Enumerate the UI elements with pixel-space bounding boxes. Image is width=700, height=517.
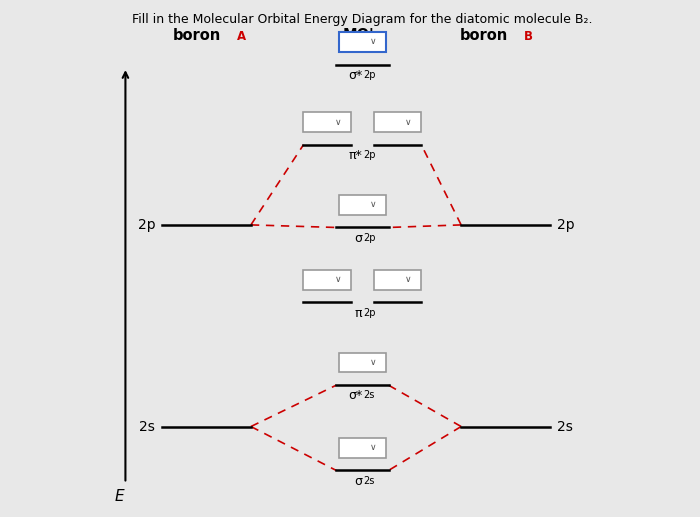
Text: boron: boron	[459, 28, 508, 43]
FancyBboxPatch shape	[374, 112, 421, 132]
Text: ∨: ∨	[405, 117, 411, 127]
Text: σ: σ	[354, 232, 363, 245]
Text: σ*: σ*	[348, 389, 363, 402]
Text: 2p: 2p	[138, 218, 155, 232]
Text: 2s: 2s	[139, 419, 155, 434]
Text: A: A	[237, 30, 246, 43]
Text: σ: σ	[354, 475, 363, 488]
Text: ∨: ∨	[370, 37, 376, 47]
Text: π: π	[355, 307, 363, 320]
Text: 2p: 2p	[364, 150, 376, 160]
Text: 2p: 2p	[364, 70, 376, 80]
FancyBboxPatch shape	[339, 353, 386, 372]
Text: 2s: 2s	[556, 419, 573, 434]
Text: 2p: 2p	[364, 233, 376, 242]
Text: σ*: σ*	[348, 69, 363, 82]
Text: 2p: 2p	[556, 218, 574, 232]
Text: ∨: ∨	[370, 200, 376, 209]
Text: π*: π*	[349, 149, 363, 162]
FancyBboxPatch shape	[339, 438, 386, 458]
FancyBboxPatch shape	[374, 270, 421, 290]
Text: E: E	[114, 489, 124, 504]
Text: ∨: ∨	[370, 443, 376, 452]
Text: 2s: 2s	[364, 476, 375, 485]
FancyBboxPatch shape	[304, 270, 351, 290]
Text: boron: boron	[173, 28, 221, 43]
Text: Fill in the Molecular Orbital Energy Diagram for the diatomic molecule B₂.: Fill in the Molecular Orbital Energy Dia…	[132, 13, 593, 26]
Text: ∨: ∨	[405, 275, 411, 284]
Text: B: B	[524, 30, 533, 43]
FancyBboxPatch shape	[339, 32, 386, 52]
Text: MO's: MO's	[342, 28, 383, 43]
Text: ∨: ∨	[335, 117, 341, 127]
Text: 2s: 2s	[364, 390, 375, 400]
Text: ∨: ∨	[335, 275, 341, 284]
Text: 2p: 2p	[364, 308, 376, 317]
FancyBboxPatch shape	[339, 195, 386, 215]
FancyBboxPatch shape	[304, 112, 351, 132]
Text: ∨: ∨	[370, 358, 376, 367]
